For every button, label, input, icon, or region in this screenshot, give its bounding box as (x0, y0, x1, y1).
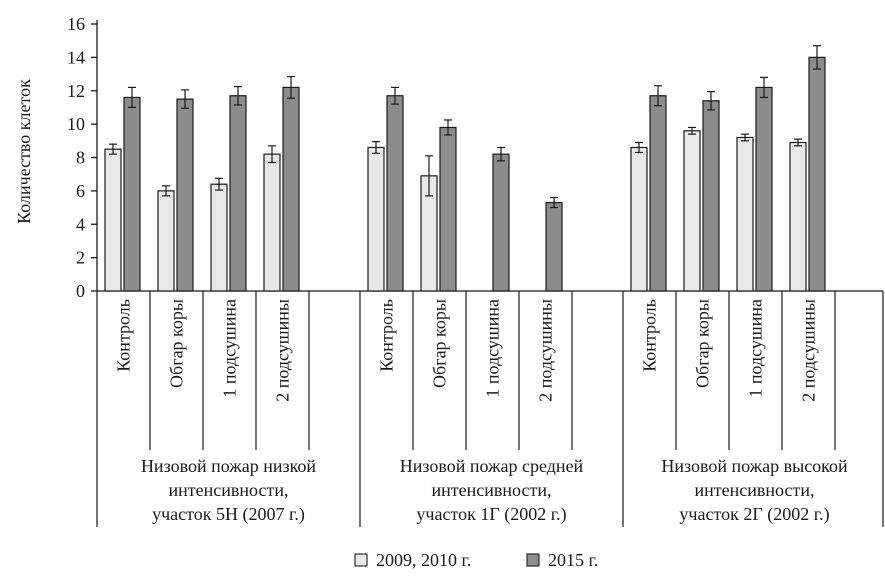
y-tick-label: 14 (67, 47, 85, 67)
legend-swatch-2009-2010 (354, 553, 368, 567)
bar-2009-2010 (683, 130, 701, 292)
category-label: 1 подсушина (220, 299, 240, 398)
bar-2015 (755, 86, 773, 292)
y-tick-label: 12 (67, 81, 85, 101)
group-label: участок 2Г (2002 г.) (679, 504, 829, 525)
y-tick-label: 8 (76, 148, 85, 168)
group-label: Низовой пожар высокой (661, 456, 848, 476)
bar-2015 (176, 98, 194, 292)
bar-2009-2010 (630, 146, 648, 292)
category-label: 2 подсушины (799, 299, 819, 402)
y-tick-label: 0 (76, 281, 85, 301)
bar-2015 (545, 201, 563, 292)
y-tick-label: 4 (76, 214, 85, 234)
bar-2015 (439, 126, 457, 292)
category-label: 2 подсушины (536, 299, 556, 402)
category-label: Обгар коры (167, 299, 187, 388)
group-label: Низовой пожар средней (400, 456, 584, 476)
legend-label: 2009, 2010 г. (376, 550, 471, 570)
bar-2009-2010 (210, 183, 228, 292)
bar-2015 (386, 95, 404, 292)
category-label: 2 подсушины (273, 299, 293, 402)
group-label: Низовой пожар низкой (141, 456, 316, 476)
bar-2009-2010 (263, 153, 281, 292)
bar-2015 (702, 100, 720, 292)
bar-2009-2010 (789, 141, 807, 292)
group-label: интенсивности, (432, 480, 552, 500)
y-tick-label: 10 (67, 114, 85, 134)
category-label: Контроль (377, 299, 397, 372)
legend-label: 2015 г. (548, 550, 598, 570)
group-label: интенсивности, (695, 480, 815, 500)
category-label: Обгар коры (693, 299, 713, 388)
bar-2015 (808, 56, 826, 292)
bar-2009-2010 (367, 146, 385, 292)
y-axis-title: Количество клеток (14, 79, 34, 224)
bar-2015 (282, 86, 300, 292)
group-label: участок 1Г (2002 г.) (416, 504, 566, 525)
bar-2009-2010 (736, 136, 754, 292)
bar-2009-2010 (104, 148, 122, 292)
category-label: Обгар коры (430, 299, 450, 388)
bar-2015 (492, 153, 510, 292)
group-label: интенсивности, (169, 480, 289, 500)
category-label: 1 подсушина (746, 299, 766, 398)
y-tick-label: 2 (76, 248, 85, 268)
category-label: 1 подсушина (483, 299, 503, 398)
category-label: Контроль (640, 299, 660, 372)
group-label: участок 5Н (2007 г.) (152, 504, 305, 525)
y-tick-label: 16 (67, 14, 85, 34)
category-label: Контроль (114, 299, 134, 372)
legend-swatch-2015 (526, 553, 540, 567)
bar-2009-2010 (157, 190, 175, 292)
y-tick-label: 6 (76, 181, 85, 201)
bar-2015 (229, 95, 247, 292)
bar-2015 (649, 95, 667, 292)
bar-2015 (123, 96, 141, 292)
